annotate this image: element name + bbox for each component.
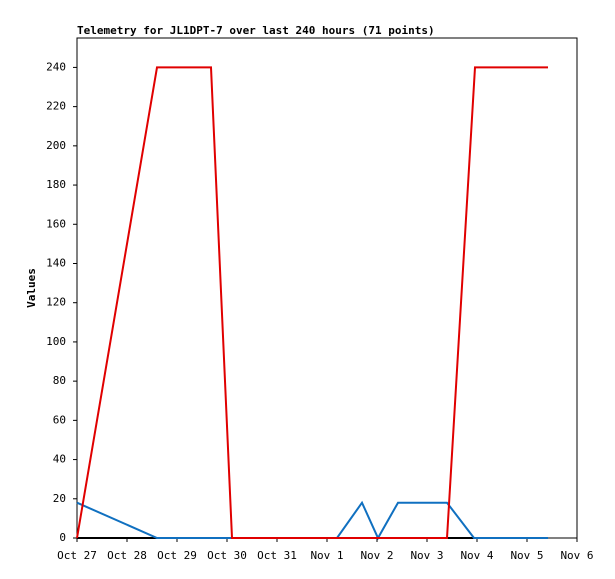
- y-tick-label: 120: [46, 296, 66, 309]
- y-tick-label: 180: [46, 178, 66, 191]
- x-tick-label: Nov 5: [510, 549, 543, 562]
- y-tick-label: 40: [53, 453, 66, 466]
- series-line: [76, 500, 548, 541]
- y-tick-label: 80: [53, 374, 66, 387]
- y-tick-label: 140: [46, 256, 66, 269]
- y-tick-label: 240: [46, 60, 66, 73]
- y-tick-label: 160: [46, 217, 66, 230]
- y-tick-label: 0: [59, 531, 66, 544]
- x-tick-label: Oct 29: [157, 549, 197, 562]
- y-axis-label: Values: [25, 268, 38, 308]
- x-tick-label: Nov 2: [360, 549, 393, 562]
- y-tick-label: 100: [46, 335, 66, 348]
- x-tick-label: Nov 6: [560, 549, 593, 562]
- x-tick-label: Oct 30: [207, 549, 247, 562]
- y-tick-label: 220: [46, 100, 66, 113]
- x-tick-label: Oct 27: [57, 549, 97, 562]
- chart-title: Telemetry for JL1DPT-7 over last 240 hou…: [77, 24, 435, 37]
- x-tick-label: Oct 28: [107, 549, 147, 562]
- y-tick-label: 20: [53, 492, 66, 505]
- x-tick-label: Nov 4: [460, 549, 493, 562]
- x-tick-label: Oct 31: [257, 549, 297, 562]
- plot-frame: [76, 37, 578, 539]
- y-tick-label: 60: [53, 413, 66, 426]
- series-line: [76, 66, 548, 539]
- y-tick-label: 200: [46, 139, 66, 152]
- x-tick-label: Nov 1: [310, 549, 343, 562]
- x-tick-label: Nov 3: [410, 549, 443, 562]
